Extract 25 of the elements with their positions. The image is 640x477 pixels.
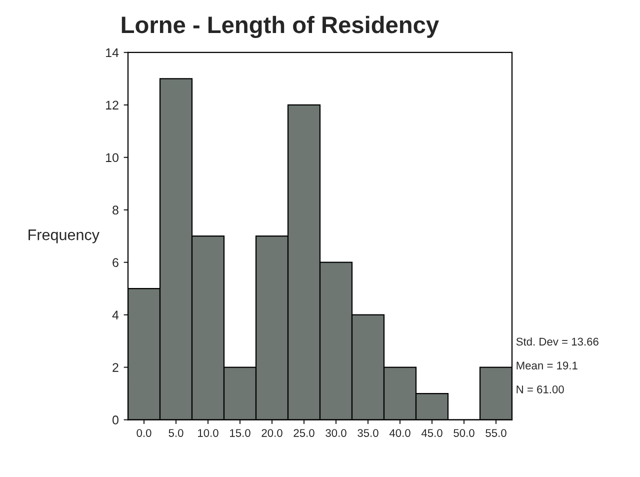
y-tick-label: 8 — [112, 206, 118, 215]
x-tick-label: 5.0 — [168, 429, 184, 437]
y-tick-label: 12 — [106, 100, 118, 110]
chart-title: Lorne - Length of Residency — [122, 16, 439, 38]
x-tick-label: 25.0 — [294, 429, 314, 437]
y-tick-label: 6 — [112, 258, 118, 267]
text: Std. Dev = 13.66 — [516, 337, 598, 346]
x-tick-label: 10.0 — [198, 429, 218, 437]
y-tick-label: 0 — [112, 416, 118, 424]
x-tick-label: 0.0 — [136, 429, 152, 437]
x-tick-label: 50.0 — [454, 429, 474, 437]
y-tick-label: 14 — [106, 48, 119, 57]
text: N = 61.00 — [516, 385, 564, 394]
x-tick-label: 55.0 — [486, 429, 506, 437]
y-axis-title: Frequency — [28, 230, 100, 244]
y-tick-label: 10 — [106, 153, 118, 162]
text: Mean = 19.1 — [516, 362, 578, 370]
x-tick-label: 30.0 — [326, 429, 346, 437]
x-tick-label: 45.0 — [421, 429, 442, 437]
y-tick-label: 2 — [112, 363, 118, 372]
x-tick-label: 15.0 — [230, 429, 250, 437]
x-tick-label: 20.0 — [262, 429, 282, 437]
x-tick-label: 40.0 — [389, 429, 410, 437]
x-tick-label: 35.0 — [358, 429, 378, 437]
y-tick-label: 4 — [112, 310, 119, 320]
